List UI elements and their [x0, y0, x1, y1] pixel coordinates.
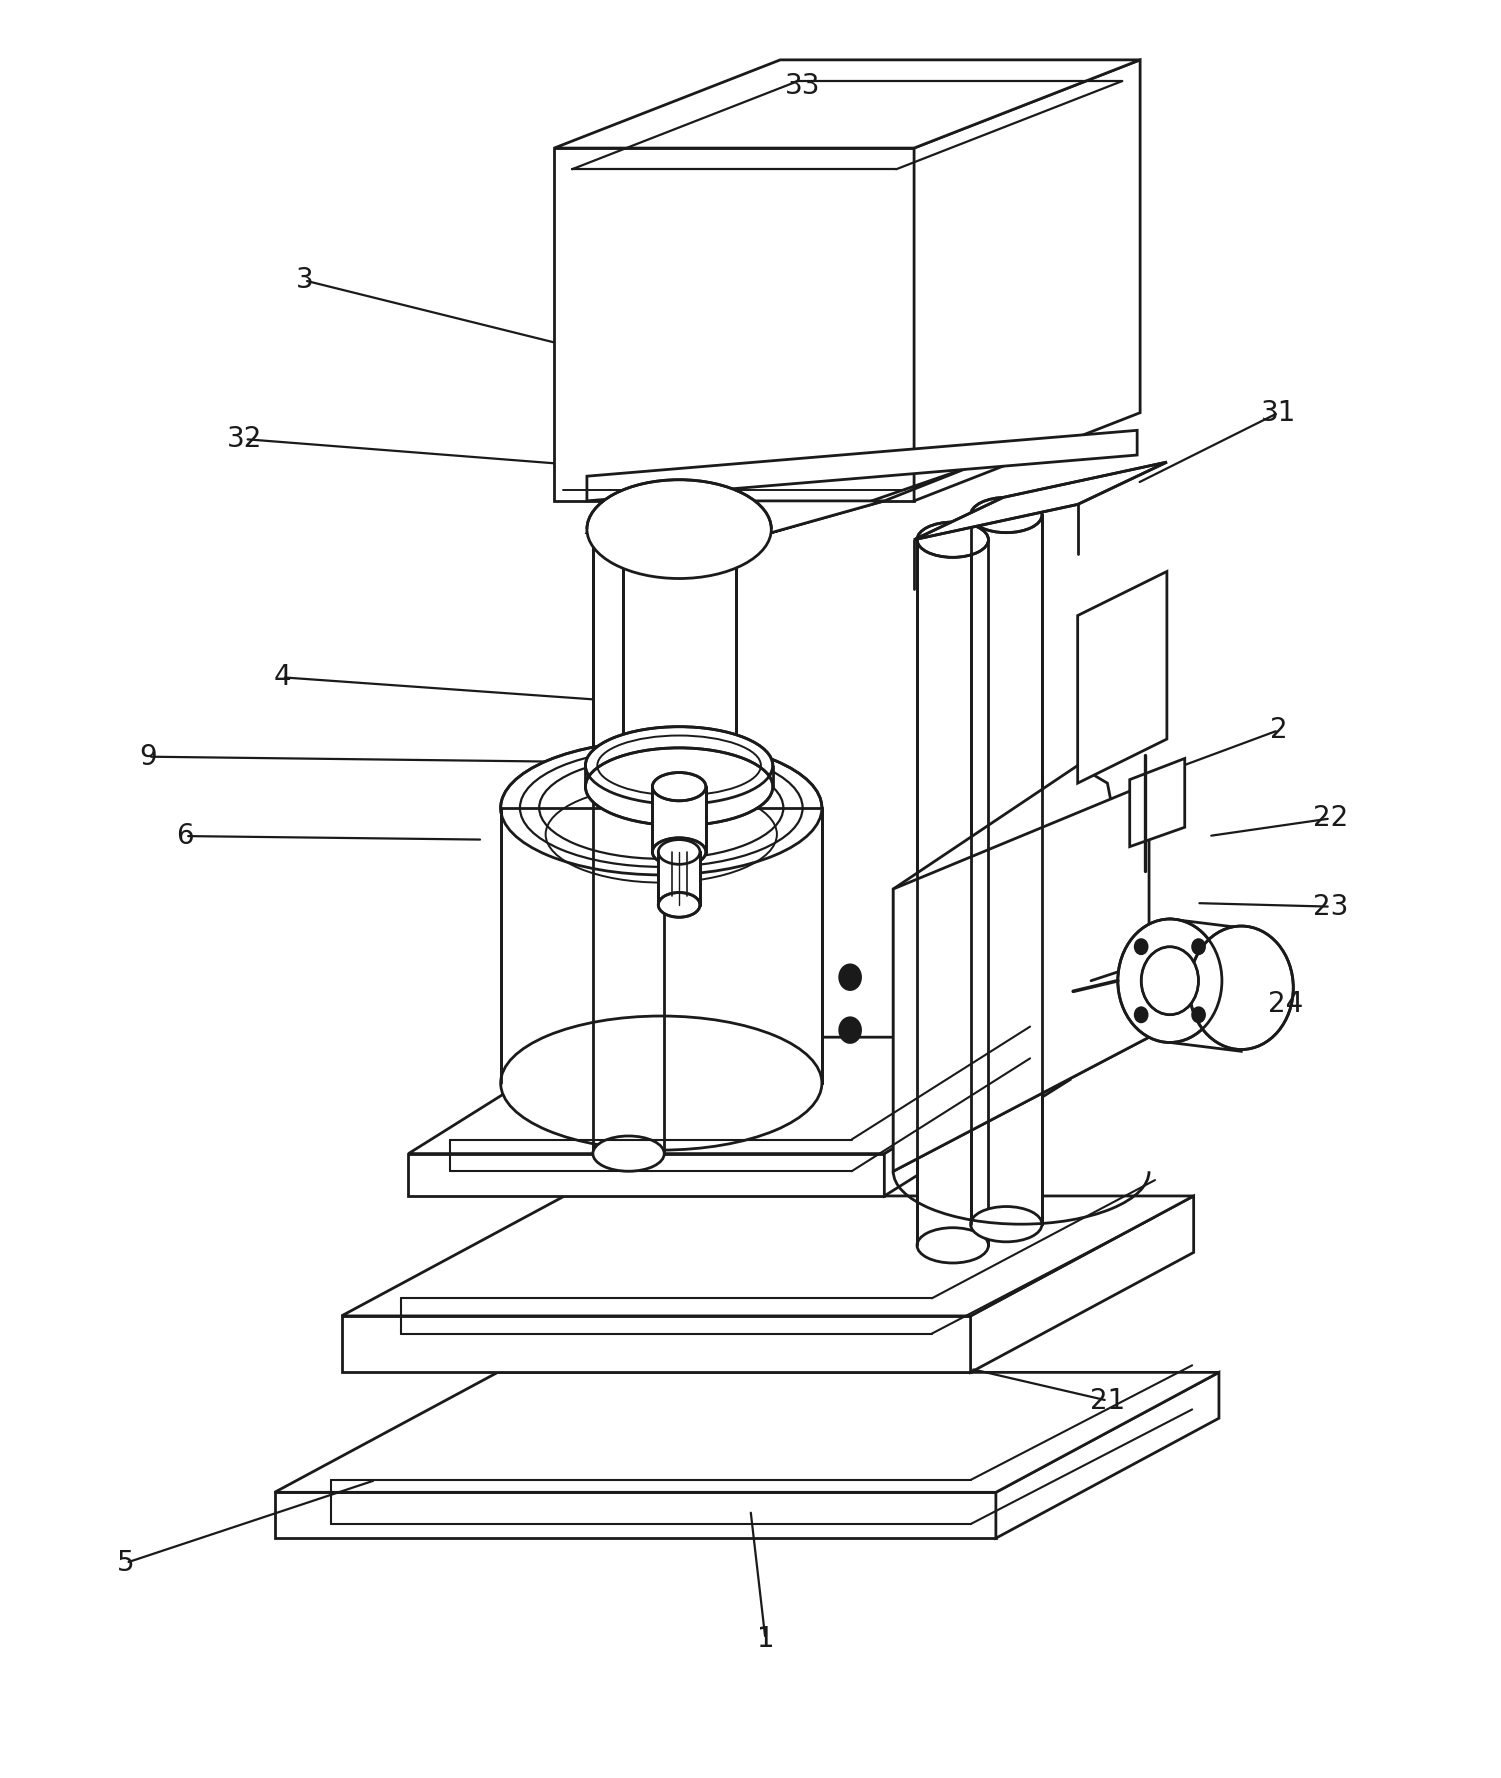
Text: 3: 3 — [296, 267, 314, 295]
Polygon shape — [893, 782, 1150, 1172]
Ellipse shape — [971, 1207, 1042, 1241]
Polygon shape — [1078, 571, 1166, 782]
Ellipse shape — [971, 498, 1042, 533]
Text: 6: 6 — [177, 821, 194, 850]
Text: 33: 33 — [785, 73, 821, 100]
Polygon shape — [1169, 919, 1241, 1051]
Polygon shape — [893, 766, 1150, 1172]
Polygon shape — [554, 60, 1141, 148]
Ellipse shape — [917, 523, 989, 557]
Ellipse shape — [1193, 1008, 1204, 1022]
Polygon shape — [659, 852, 699, 905]
Ellipse shape — [593, 519, 665, 553]
Text: 31: 31 — [1261, 398, 1295, 427]
Polygon shape — [623, 537, 735, 782]
Polygon shape — [593, 537, 665, 1154]
Text: 32: 32 — [227, 425, 263, 453]
Polygon shape — [501, 807, 823, 1083]
Ellipse shape — [623, 514, 735, 558]
Ellipse shape — [653, 837, 705, 866]
Text: 1: 1 — [757, 1625, 775, 1654]
Text: 22: 22 — [1313, 804, 1348, 832]
Polygon shape — [884, 1037, 1070, 1197]
Polygon shape — [772, 466, 974, 533]
Ellipse shape — [623, 761, 735, 805]
Polygon shape — [1130, 759, 1184, 846]
Ellipse shape — [659, 839, 699, 864]
Ellipse shape — [1135, 1008, 1147, 1022]
Text: 24: 24 — [1268, 990, 1303, 1017]
Polygon shape — [275, 1373, 1219, 1492]
Ellipse shape — [917, 1229, 989, 1262]
Polygon shape — [653, 786, 705, 852]
Polygon shape — [275, 1492, 995, 1538]
Ellipse shape — [1141, 946, 1198, 1015]
Polygon shape — [408, 1037, 1070, 1154]
Ellipse shape — [839, 1017, 860, 1042]
Ellipse shape — [1135, 939, 1147, 953]
Polygon shape — [342, 1197, 1193, 1316]
Ellipse shape — [839, 965, 860, 990]
Polygon shape — [554, 148, 914, 501]
Polygon shape — [917, 541, 989, 1245]
Ellipse shape — [1118, 919, 1222, 1042]
Polygon shape — [971, 1197, 1193, 1373]
Ellipse shape — [653, 773, 705, 800]
Text: 9: 9 — [140, 743, 158, 770]
Ellipse shape — [587, 480, 772, 578]
Polygon shape — [995, 1373, 1219, 1538]
Ellipse shape — [585, 749, 773, 825]
Polygon shape — [914, 462, 1166, 541]
Text: 5: 5 — [117, 1549, 135, 1577]
Ellipse shape — [1193, 939, 1204, 953]
Polygon shape — [408, 1154, 884, 1197]
Polygon shape — [587, 501, 884, 533]
Polygon shape — [587, 430, 1138, 501]
Ellipse shape — [585, 727, 773, 804]
Ellipse shape — [593, 1136, 665, 1172]
Text: 23: 23 — [1313, 893, 1348, 921]
Ellipse shape — [1189, 926, 1294, 1049]
Ellipse shape — [659, 893, 699, 917]
Text: 21: 21 — [1090, 1387, 1126, 1415]
Polygon shape — [342, 1316, 971, 1373]
Text: 4: 4 — [273, 663, 291, 692]
Ellipse shape — [501, 741, 823, 875]
Ellipse shape — [501, 1015, 823, 1150]
Text: 2: 2 — [1270, 717, 1288, 745]
Polygon shape — [971, 516, 1042, 1225]
Polygon shape — [914, 60, 1141, 501]
